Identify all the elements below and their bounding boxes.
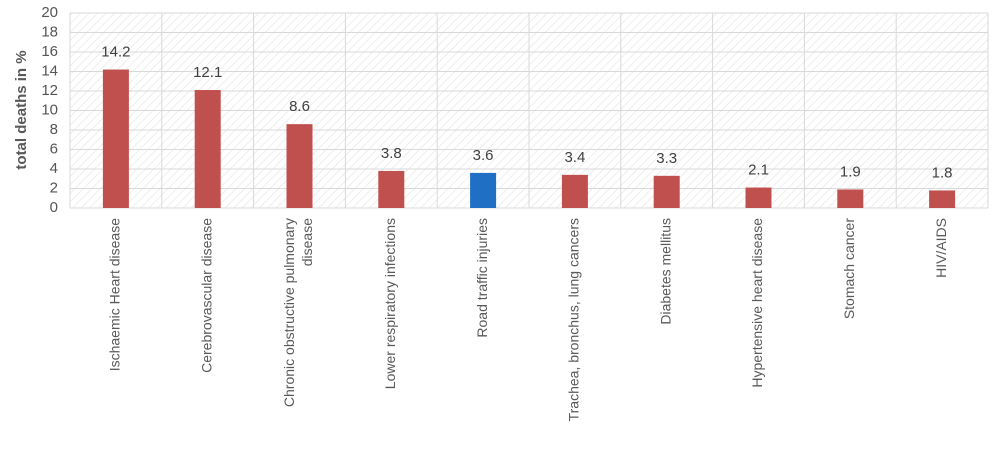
data-label: 12.1 xyxy=(193,64,222,81)
y-tick-label: 12 xyxy=(41,82,58,99)
data-label: 14.2 xyxy=(101,44,130,61)
data-label: 3.6 xyxy=(473,147,494,164)
data-label: 3.8 xyxy=(381,145,402,162)
data-label: 2.1 xyxy=(748,162,769,179)
bar xyxy=(837,189,864,208)
y-tick-label: 4 xyxy=(50,160,58,177)
data-label: 8.6 xyxy=(289,98,310,115)
y-tick-label: 20 xyxy=(41,4,58,21)
y-axis: 0 2 4 6 8 10 12 14 16 18 20 xyxy=(41,4,58,216)
bars xyxy=(102,69,956,208)
x-tick-label: Stomach cancer xyxy=(841,218,857,319)
bar xyxy=(561,174,588,208)
gridlines xyxy=(69,12,989,209)
y-tick-label: 10 xyxy=(41,101,58,118)
x-tick-label: Cerebrovascular disease xyxy=(198,218,214,373)
y-tick-label: 6 xyxy=(50,140,58,157)
x-axis: Ischaemic Heart disease Cerebrovascular d… xyxy=(107,218,949,422)
y-tick-label: 2 xyxy=(50,179,58,196)
data-label: 3.4 xyxy=(564,149,585,166)
bar xyxy=(653,175,680,208)
bar xyxy=(745,187,772,208)
y-tick-label: 18 xyxy=(41,23,58,40)
y-tick-label: 14 xyxy=(41,62,58,79)
bar xyxy=(102,69,129,208)
data-label: 1.9 xyxy=(840,163,861,180)
x-tick-label: Ischaemic Heart disease xyxy=(107,218,123,372)
x-tick-label: Diabetes mellitus xyxy=(657,218,673,325)
bar xyxy=(929,190,956,208)
y-tick-label: 8 xyxy=(50,121,58,138)
x-tick-label: disease xyxy=(299,218,315,266)
y-axis-title: total deaths in % xyxy=(13,50,30,169)
data-labels: 14.2 12.1 8.6 3.8 3.6 3.4 3.3 2.1 1.9 1.8 xyxy=(101,44,952,182)
x-tick-label: HIV/AIDS xyxy=(933,218,949,278)
bar xyxy=(194,90,221,208)
x-tick-label: Road traffic injuries xyxy=(474,218,490,338)
bar xyxy=(470,172,497,208)
y-tick-label: 16 xyxy=(41,43,58,60)
x-tick-label: Lower respiratory infections xyxy=(382,218,398,389)
data-label: 1.8 xyxy=(932,164,953,181)
x-tick-label: Hypertensive heart disease xyxy=(749,218,765,388)
bar xyxy=(286,124,313,208)
bar xyxy=(378,170,405,208)
data-label: 3.3 xyxy=(656,150,677,167)
x-tick-label: Chronic obstructive pulmonary xyxy=(281,218,297,407)
x-tick-label: Trachea, bronchus, lung cancers xyxy=(566,218,582,421)
y-tick-label: 0 xyxy=(50,199,58,216)
